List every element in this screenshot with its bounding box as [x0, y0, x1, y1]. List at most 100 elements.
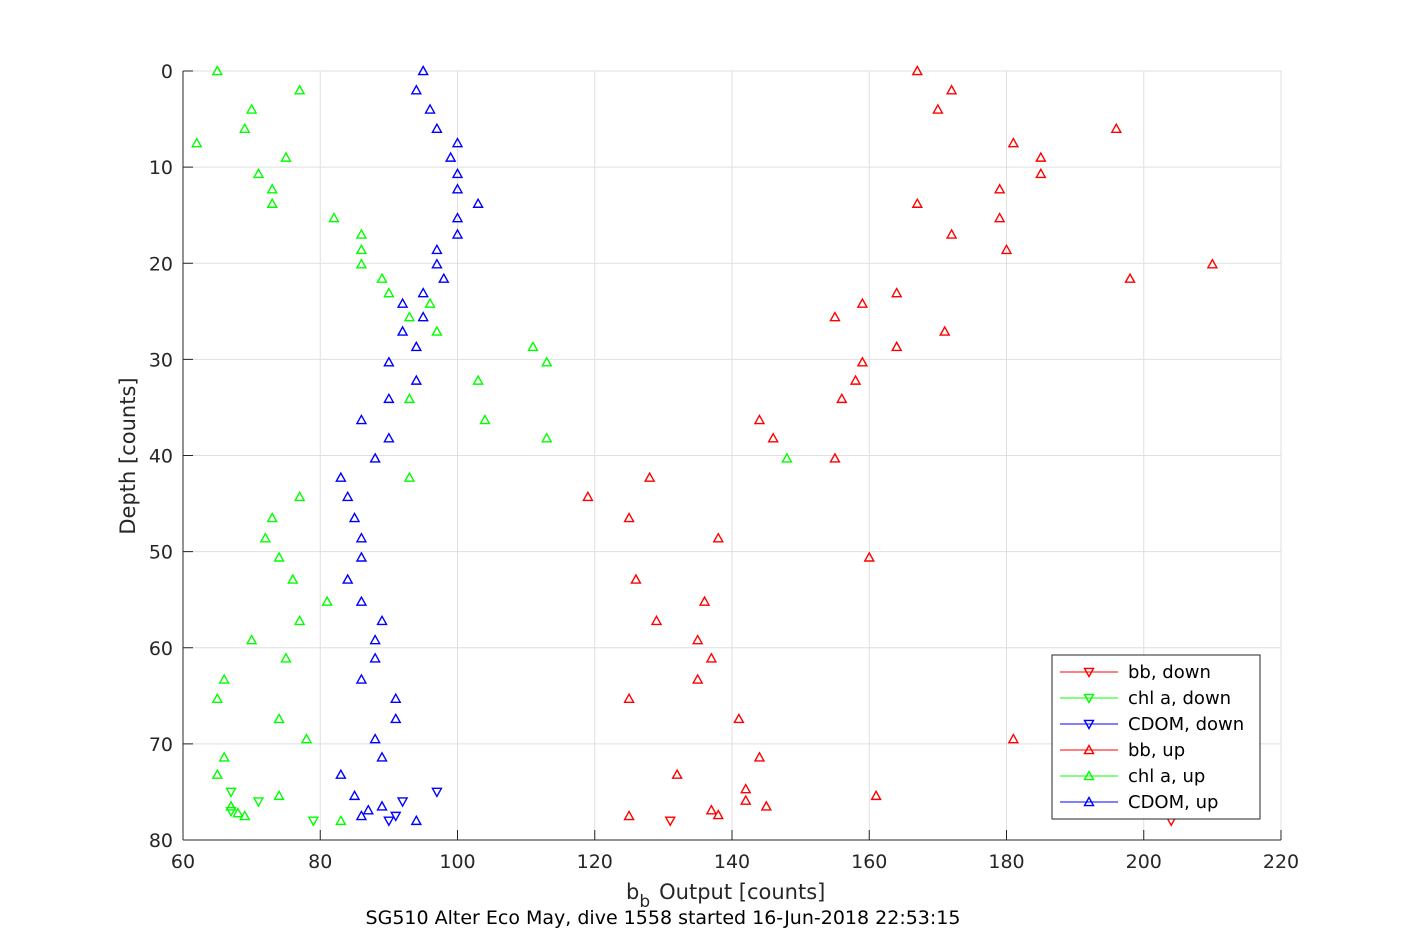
- data-point-marker: [705, 652, 718, 663]
- data-point-marker: [376, 272, 388, 283]
- data-point-marker: [191, 137, 203, 148]
- legend-entry-label: chl a, down: [1128, 688, 1231, 709]
- y-tick-label: 30: [149, 349, 173, 371]
- y-tick-label: 60: [149, 638, 173, 660]
- data-point-marker: [211, 65, 224, 76]
- data-point-marker: [829, 452, 841, 463]
- data-point-marker: [232, 807, 244, 818]
- legend-marker: [1083, 744, 1095, 755]
- data-point-marker: [369, 452, 381, 463]
- x-axis-label: bb Output [counts]: [626, 880, 825, 912]
- data-point-marker: [355, 413, 368, 425]
- data-point-marker: [335, 768, 347, 779]
- data-point-marker: [911, 65, 923, 76]
- data-point-marker: [390, 712, 402, 724]
- data-point-marker: [369, 733, 381, 744]
- legend-entry-label: bb, up: [1128, 740, 1185, 761]
- data-point-marker: [431, 325, 443, 336]
- data-point-marker: [218, 673, 230, 684]
- data-point-marker: [362, 804, 374, 815]
- y-axis-label: Depth [counts]: [116, 377, 140, 534]
- data-point-marker: [1206, 258, 1219, 269]
- data-point-marker: [280, 151, 292, 162]
- data-point-marker: [335, 471, 347, 482]
- data-point-marker: [280, 652, 292, 663]
- data-point-marker: [911, 197, 923, 208]
- legend-entry-label: CDOM, down: [1128, 714, 1244, 735]
- data-point-marker: [691, 634, 704, 645]
- y-tick-label: 80: [149, 830, 173, 852]
- data-point-marker: [355, 673, 368, 684]
- data-point-marker: [355, 551, 368, 562]
- data-point-marker: [355, 595, 368, 606]
- data-point-marker: [740, 783, 752, 794]
- data-point-marker: [410, 814, 423, 826]
- data-point-marker: [225, 787, 237, 798]
- data-point-marker: [671, 768, 683, 779]
- data-point-marker: [582, 490, 594, 502]
- data-point-marker: [939, 325, 951, 336]
- data-point-marker: [712, 532, 724, 543]
- x-tick-label: 180: [988, 851, 1024, 873]
- y-tick-labels: 0 10 20 30 40 50 60 70 80: [149, 61, 173, 852]
- data-point-marker: [856, 356, 869, 367]
- x-tick-label: 200: [1126, 851, 1162, 873]
- data-point-marker: [239, 122, 251, 133]
- data-point-marker: [431, 258, 443, 269]
- data-point-marker: [740, 794, 752, 805]
- legend-marker: [1083, 770, 1095, 781]
- data-point-marker: [376, 800, 388, 811]
- data-point-marker: [342, 573, 354, 584]
- data-point-marker: [383, 287, 395, 298]
- x-axis-label-subscript: b: [639, 892, 650, 912]
- legend-marker: [1083, 796, 1095, 807]
- data-point-marker: [705, 804, 718, 815]
- legend-entry-label: CDOM, up: [1128, 792, 1218, 813]
- data-point-marker: [396, 325, 409, 336]
- data-point-marker: [623, 692, 635, 703]
- axes-frame: [182, 70, 1282, 841]
- data-point-marker: [245, 103, 258, 114]
- data-point-marker: [856, 297, 869, 308]
- data-point-marker: [225, 806, 237, 818]
- x-tick-label: 100: [439, 851, 475, 873]
- data-point-marker: [650, 614, 663, 626]
- data-point-marker: [410, 340, 423, 352]
- data-point-marker: [266, 512, 278, 523]
- data-point-marker: [691, 673, 704, 684]
- data-point-marker: [259, 532, 272, 543]
- x-tick-label: 160: [851, 851, 887, 873]
- data-point-marker: [1110, 122, 1122, 133]
- data-point-marker: [527, 340, 539, 352]
- data-point-marker: [293, 84, 306, 95]
- data-point-marker: [266, 197, 278, 208]
- x-axis-label-text: Output [counts]: [659, 880, 825, 904]
- data-point-marker: [1000, 243, 1013, 255]
- data-point-marker: [273, 551, 285, 562]
- data-point-marker: [383, 392, 395, 404]
- data-point-marker: [891, 287, 903, 298]
- data-point-marker: [293, 614, 306, 626]
- data-point-marker: [403, 392, 416, 404]
- data-point-marker: [760, 800, 773, 811]
- data-point-marker: [451, 167, 464, 179]
- data-point-marker: [355, 810, 368, 821]
- data-point-marker: [431, 787, 443, 798]
- data-point-marker: [424, 297, 436, 308]
- legend-marker: [1083, 719, 1095, 730]
- data-point-marker: [993, 183, 1006, 194]
- data-point-marker: [342, 490, 354, 502]
- data-point-marker: [1035, 167, 1047, 179]
- legend-entry-label: chl a, up: [1128, 766, 1205, 787]
- data-point-marker: [630, 573, 642, 584]
- data-point-marker: [753, 413, 766, 425]
- data-point-marker: [431, 243, 443, 255]
- legend-marker: [1083, 693, 1095, 704]
- data-point-marker: [643, 471, 656, 482]
- data-point-marker: [239, 810, 251, 821]
- data-point-marker: [273, 712, 285, 724]
- data-point-marker: [211, 768, 224, 779]
- data-point-marker: [836, 392, 848, 404]
- data-point-marker: [733, 712, 745, 724]
